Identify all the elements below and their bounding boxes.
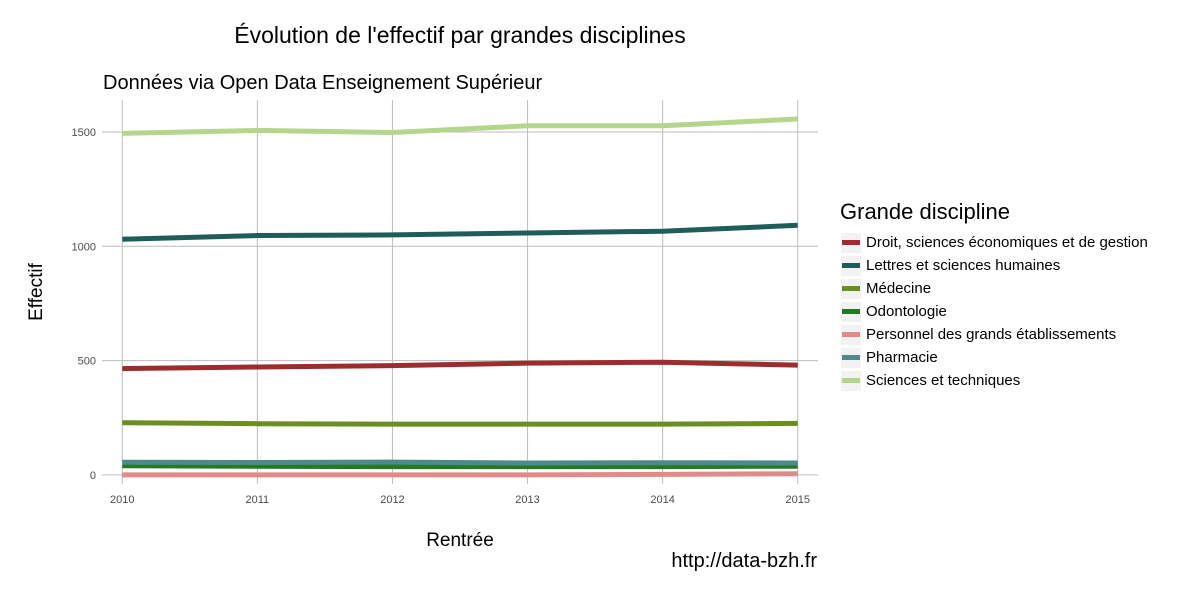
series-line [122, 463, 798, 470]
x-tick-label: 2013 [515, 494, 539, 506]
x-tick-label: 2014 [650, 494, 674, 506]
legend-label: Odontologie [866, 303, 947, 320]
legend-swatch [842, 263, 860, 268]
legend-item: Sciences et techniques [840, 369, 1148, 392]
series-line [122, 222, 798, 242]
legend-swatch [842, 355, 860, 360]
legend-key [840, 300, 862, 323]
legend-key [840, 369, 862, 392]
y-tick-label: 1000 [72, 241, 96, 253]
series-line [122, 359, 798, 372]
legend-label: Médecine [866, 280, 932, 297]
legend-key [840, 254, 862, 277]
series-line [122, 116, 798, 136]
legend-title: Grande discipline [840, 199, 1010, 224]
legend-swatch [842, 378, 860, 383]
legend-swatch [842, 332, 860, 337]
credit-text: http://data-bzh.fr [671, 550, 817, 572]
legend-key [840, 277, 862, 300]
legend-key [840, 323, 862, 346]
chart-subtitle: Données via Open Data Enseignement Supér… [103, 72, 543, 94]
legend-item: Odontologie [840, 300, 1148, 323]
legend-item: Lettres et sciences humaines [840, 254, 1148, 277]
x-tick-label: 2010 [110, 494, 134, 506]
chart-title: Évolution de l'effectif par grandes disc… [234, 22, 686, 48]
legend-item: Personnel des grands établissements [840, 323, 1148, 346]
legend-item: Médecine [840, 277, 1148, 300]
legend-label: Sciences et techniques [866, 372, 1021, 389]
x-tick-label: 2011 [246, 494, 270, 506]
series-line [122, 459, 798, 466]
legend-item: Droit, sciences économiques et de gestio… [840, 231, 1148, 254]
legend-item: Pharmacie [840, 346, 1148, 369]
legend-label: Droit, sciences économiques et de gestio… [866, 234, 1148, 251]
series-line [122, 471, 798, 478]
legend-label: Personnel des grands établissements [866, 326, 1117, 343]
y-tick-label: 0 [90, 470, 96, 482]
series-line [122, 420, 798, 427]
legend-swatch [842, 286, 860, 291]
legend-label: Lettres et sciences humaines [866, 257, 1061, 274]
legend-key [840, 346, 862, 369]
legend-swatch [842, 309, 860, 314]
legend-label: Pharmacie [866, 349, 938, 366]
x-tick-label: 2012 [380, 494, 404, 506]
x-tick-label: 2015 [785, 494, 809, 506]
legend: Grande discipline Droit, sciences économ… [840, 199, 1148, 392]
y-tick-label: 1500 [72, 127, 96, 139]
x-axis-title: Rentrée [426, 530, 494, 551]
legend-swatch [842, 240, 860, 245]
y-axis-title: Effectif [26, 262, 47, 320]
legend-key [840, 231, 862, 254]
y-tick-label: 500 [78, 356, 96, 368]
